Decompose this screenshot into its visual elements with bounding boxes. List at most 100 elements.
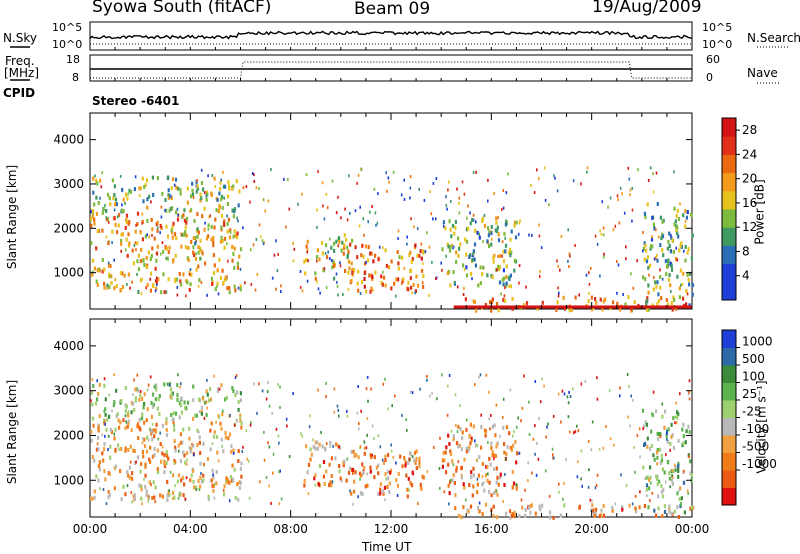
data-cell <box>344 207 346 211</box>
data-cell <box>91 402 94 407</box>
data-cell <box>249 200 251 204</box>
data-cell <box>288 455 291 458</box>
data-cell <box>626 373 629 376</box>
data-cell <box>171 177 175 182</box>
data-cell <box>503 450 506 455</box>
data-cell <box>494 433 497 438</box>
data-cell <box>93 458 96 463</box>
data-cell <box>203 416 206 420</box>
data-cell <box>451 459 454 464</box>
data-cell <box>636 434 639 437</box>
data-cell <box>166 382 169 386</box>
data-cell <box>449 452 453 457</box>
data-cell <box>135 248 137 252</box>
data-cell <box>314 473 317 478</box>
data-cell <box>578 504 581 509</box>
data-cell <box>237 219 239 223</box>
data-cell <box>90 241 93 246</box>
data-cell <box>332 444 334 448</box>
data-cell <box>688 390 690 394</box>
data-cell <box>691 233 694 238</box>
data-cell <box>462 293 465 296</box>
data-cell <box>510 448 513 452</box>
data-cell <box>411 391 414 395</box>
data-cell <box>316 259 318 263</box>
data-cell <box>662 218 665 223</box>
data-cell <box>149 445 152 450</box>
data-cell <box>161 494 164 499</box>
data-cell <box>322 460 326 464</box>
data-cell <box>408 252 411 257</box>
data-cell <box>205 400 208 404</box>
data-cell <box>361 492 364 496</box>
data-cell <box>490 414 492 417</box>
data-cell <box>149 427 151 431</box>
data-cell <box>469 504 473 509</box>
data-cell <box>325 192 328 196</box>
data-cell <box>586 170 588 174</box>
data-cell <box>442 220 445 225</box>
data-cell <box>485 431 487 435</box>
x-tick-label: 12:00 <box>374 522 409 536</box>
data-cell <box>185 451 189 456</box>
data-cell <box>132 393 134 396</box>
data-cell <box>165 247 169 251</box>
data-cell <box>605 424 607 428</box>
data-cell <box>673 170 675 174</box>
data-cell <box>108 272 111 277</box>
data-cell <box>352 449 355 454</box>
data-cell <box>688 397 691 401</box>
data-cell <box>301 434 304 438</box>
data-cell <box>419 249 422 254</box>
data-cell <box>185 462 188 466</box>
data-cell <box>180 396 183 401</box>
data-cell <box>493 192 495 195</box>
data-cell <box>657 235 660 239</box>
data-cell <box>633 300 636 305</box>
data-cell <box>210 421 213 426</box>
data-cell <box>340 216 342 220</box>
power-colorbar-segment <box>722 136 736 155</box>
data-cell <box>321 251 324 256</box>
data-cell <box>242 226 244 230</box>
data-cell <box>385 263 388 268</box>
data-cell <box>572 179 575 183</box>
data-cell <box>360 168 363 172</box>
data-cell <box>386 476 390 481</box>
data-cell <box>370 286 373 291</box>
data-cell <box>190 194 193 199</box>
data-cell <box>196 184 199 189</box>
power-colorbar-segment <box>722 190 736 210</box>
data-cell <box>676 410 679 415</box>
data-cell <box>466 216 468 220</box>
data-cell <box>387 176 390 180</box>
stereo-label: Stereo -6401 <box>92 94 180 108</box>
data-cell <box>148 235 151 239</box>
power-colorbar-tick-label: 12 <box>742 220 757 234</box>
data-cell <box>113 202 117 207</box>
data-cell <box>497 482 500 487</box>
data-cell <box>120 238 123 243</box>
data-cell <box>511 514 514 518</box>
data-cell <box>587 440 590 443</box>
data-cell <box>691 292 694 297</box>
data-cell <box>682 480 686 485</box>
data-cell <box>684 244 687 249</box>
data-cell <box>617 263 620 267</box>
data-cell <box>113 216 116 221</box>
data-cell <box>491 450 494 455</box>
data-cell <box>96 442 99 446</box>
data-cell <box>165 427 168 432</box>
data-cell <box>227 436 230 441</box>
data-cell <box>231 386 234 391</box>
data-cell <box>339 476 342 481</box>
data-cell <box>99 178 102 183</box>
data-cell <box>647 505 650 510</box>
data-cell <box>95 178 98 183</box>
data-cell <box>502 189 505 192</box>
data-cell <box>445 195 447 199</box>
data-cell <box>349 242 352 247</box>
data-cell <box>434 217 437 221</box>
data-cell <box>644 243 647 248</box>
data-cell <box>304 271 307 276</box>
